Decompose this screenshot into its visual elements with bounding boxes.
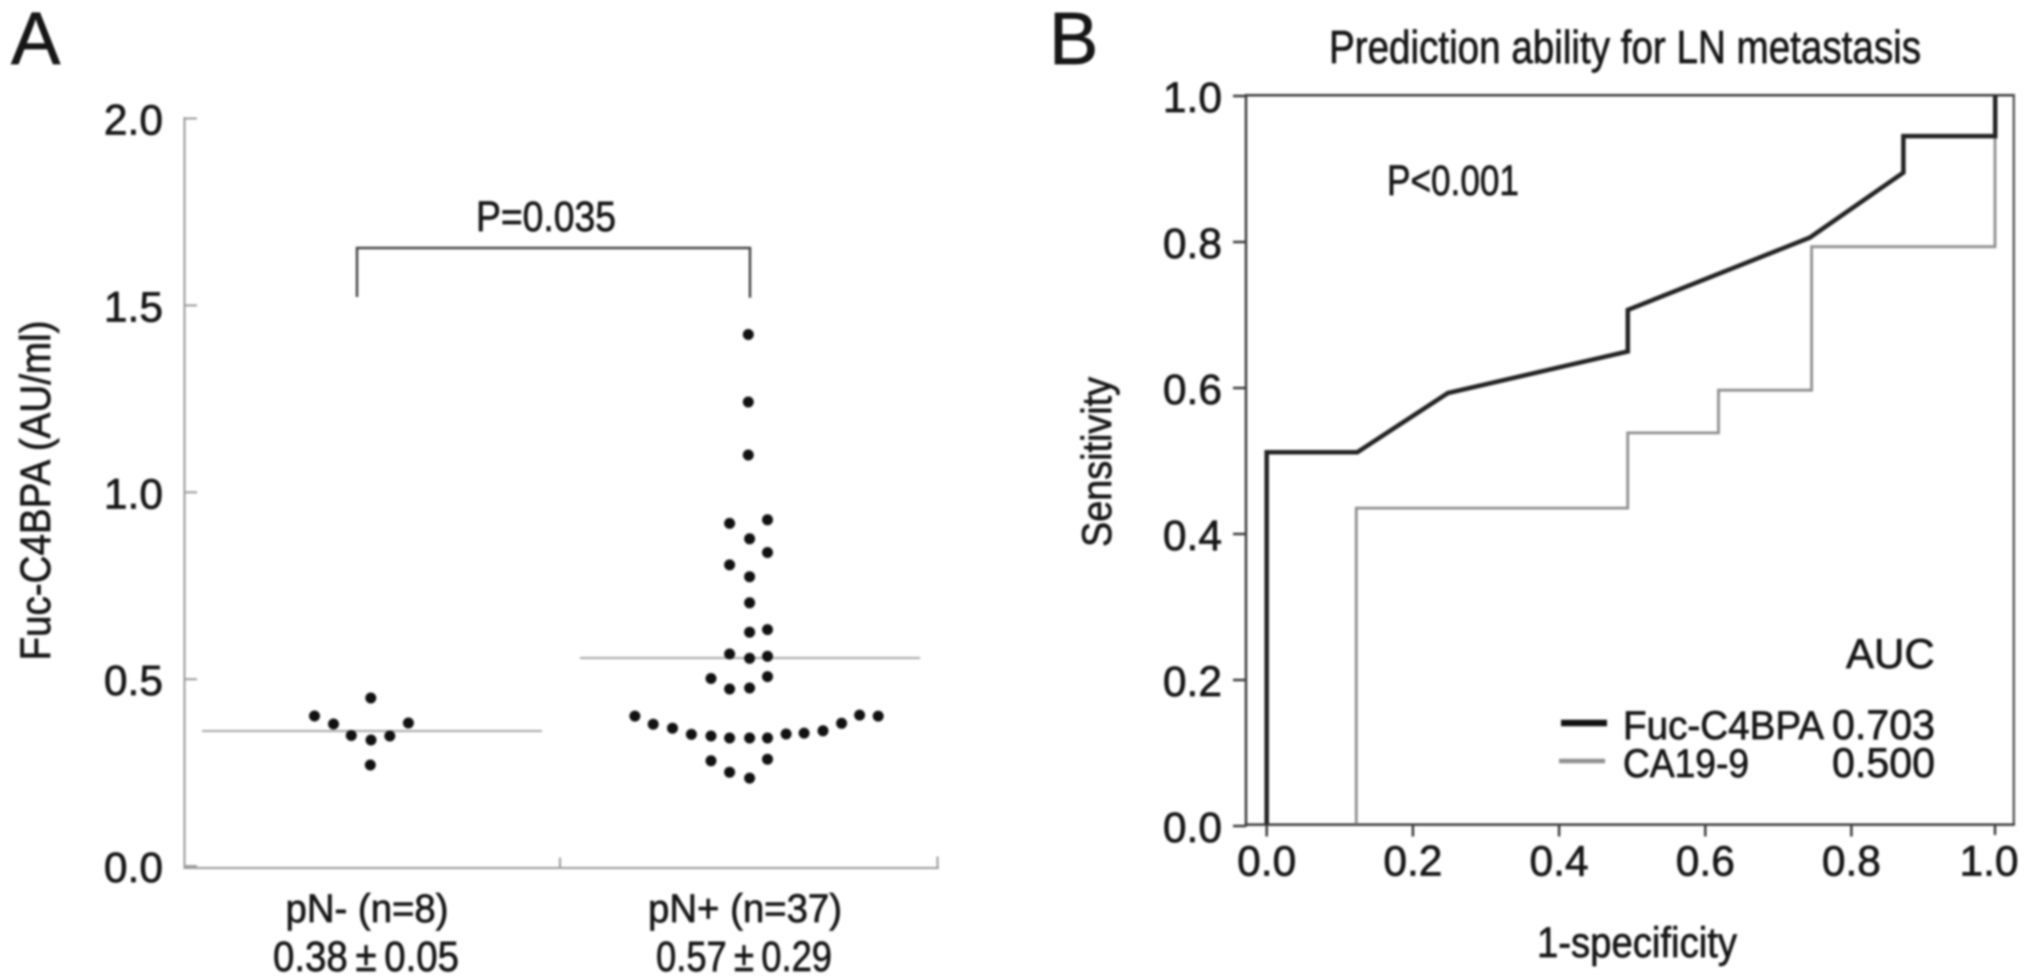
svg-text:0.6: 0.6 — [1163, 367, 1222, 414]
svg-text:A: A — [11, 0, 61, 80]
svg-text:1.0: 1.0 — [104, 471, 163, 518]
svg-text:0.5: 0.5 — [104, 658, 163, 705]
svg-text:0.0: 0.0 — [1237, 839, 1296, 886]
svg-text:AUC: AUC — [1846, 630, 1935, 677]
svg-text:Fuc-C4BPA (AU/ml): Fuc-C4BPA (AU/ml) — [12, 321, 60, 661]
svg-text:CA19-9: CA19-9 — [1623, 742, 1749, 786]
svg-text:0.4: 0.4 — [1163, 513, 1222, 560]
svg-text:0.0: 0.0 — [104, 845, 163, 892]
svg-text:1-specificity: 1-specificity — [1537, 919, 1737, 967]
svg-text:1.0: 1.0 — [1959, 839, 2018, 886]
svg-text:Fuc-C4BPA: Fuc-C4BPA — [1623, 704, 1824, 748]
svg-text:B: B — [1049, 0, 1098, 80]
svg-text:0.57 ± 0.29: 0.57 ± 0.29 — [656, 934, 832, 980]
svg-text:1.0: 1.0 — [1163, 75, 1222, 122]
svg-text:Sensitivity: Sensitivity — [1073, 377, 1120, 547]
svg-text:pN+ (n=37): pN+ (n=37) — [648, 887, 842, 931]
svg-text:P<0.001: P<0.001 — [1387, 157, 1519, 205]
svg-text:Prediction ability for LN meta: Prediction ability for LN metastasis — [1329, 21, 1921, 73]
svg-text:2.0: 2.0 — [104, 98, 163, 145]
svg-text:0.0: 0.0 — [1163, 805, 1222, 852]
svg-text:0.703: 0.703 — [1832, 701, 1935, 748]
svg-text:0.2: 0.2 — [1163, 659, 1222, 706]
svg-text:0.2: 0.2 — [1383, 839, 1442, 886]
svg-text:1.5: 1.5 — [104, 284, 163, 331]
svg-text:0.6: 0.6 — [1676, 839, 1735, 886]
svg-text:0.8: 0.8 — [1822, 839, 1881, 886]
svg-text:0.38 ± 0.05: 0.38 ± 0.05 — [273, 934, 459, 980]
svg-text:0.8: 0.8 — [1163, 221, 1222, 268]
svg-text:0.500: 0.500 — [1832, 739, 1935, 786]
svg-text:0.4: 0.4 — [1530, 839, 1589, 886]
svg-text:P=0.035: P=0.035 — [476, 193, 616, 241]
svg-text:pN- (n=8): pN- (n=8) — [286, 887, 449, 931]
